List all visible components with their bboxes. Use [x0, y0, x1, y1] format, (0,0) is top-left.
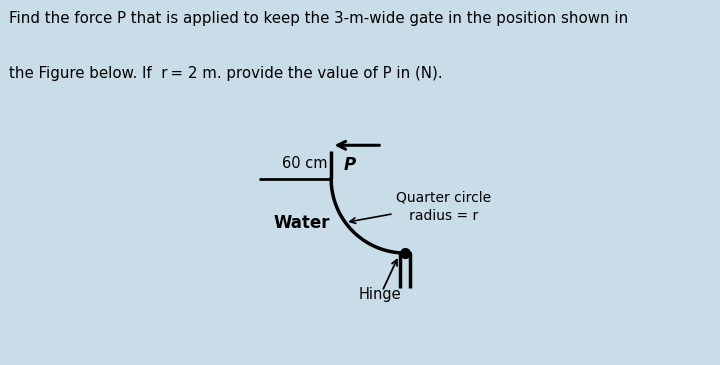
- Text: Quarter circle: Quarter circle: [396, 191, 491, 204]
- Text: 60 cm: 60 cm: [282, 156, 328, 171]
- Text: the Figure below. If  r = 2 m. provide the value of P in (N).: the Figure below. If r = 2 m. provide th…: [9, 66, 443, 81]
- Text: P: P: [343, 156, 356, 174]
- Text: Hinge: Hinge: [359, 287, 402, 302]
- Text: Find the force P that is applied to keep the 3-m-wide gate in the position shown: Find the force P that is applied to keep…: [9, 11, 629, 26]
- Text: radius = r: radius = r: [396, 209, 478, 223]
- Text: Water: Water: [273, 214, 330, 232]
